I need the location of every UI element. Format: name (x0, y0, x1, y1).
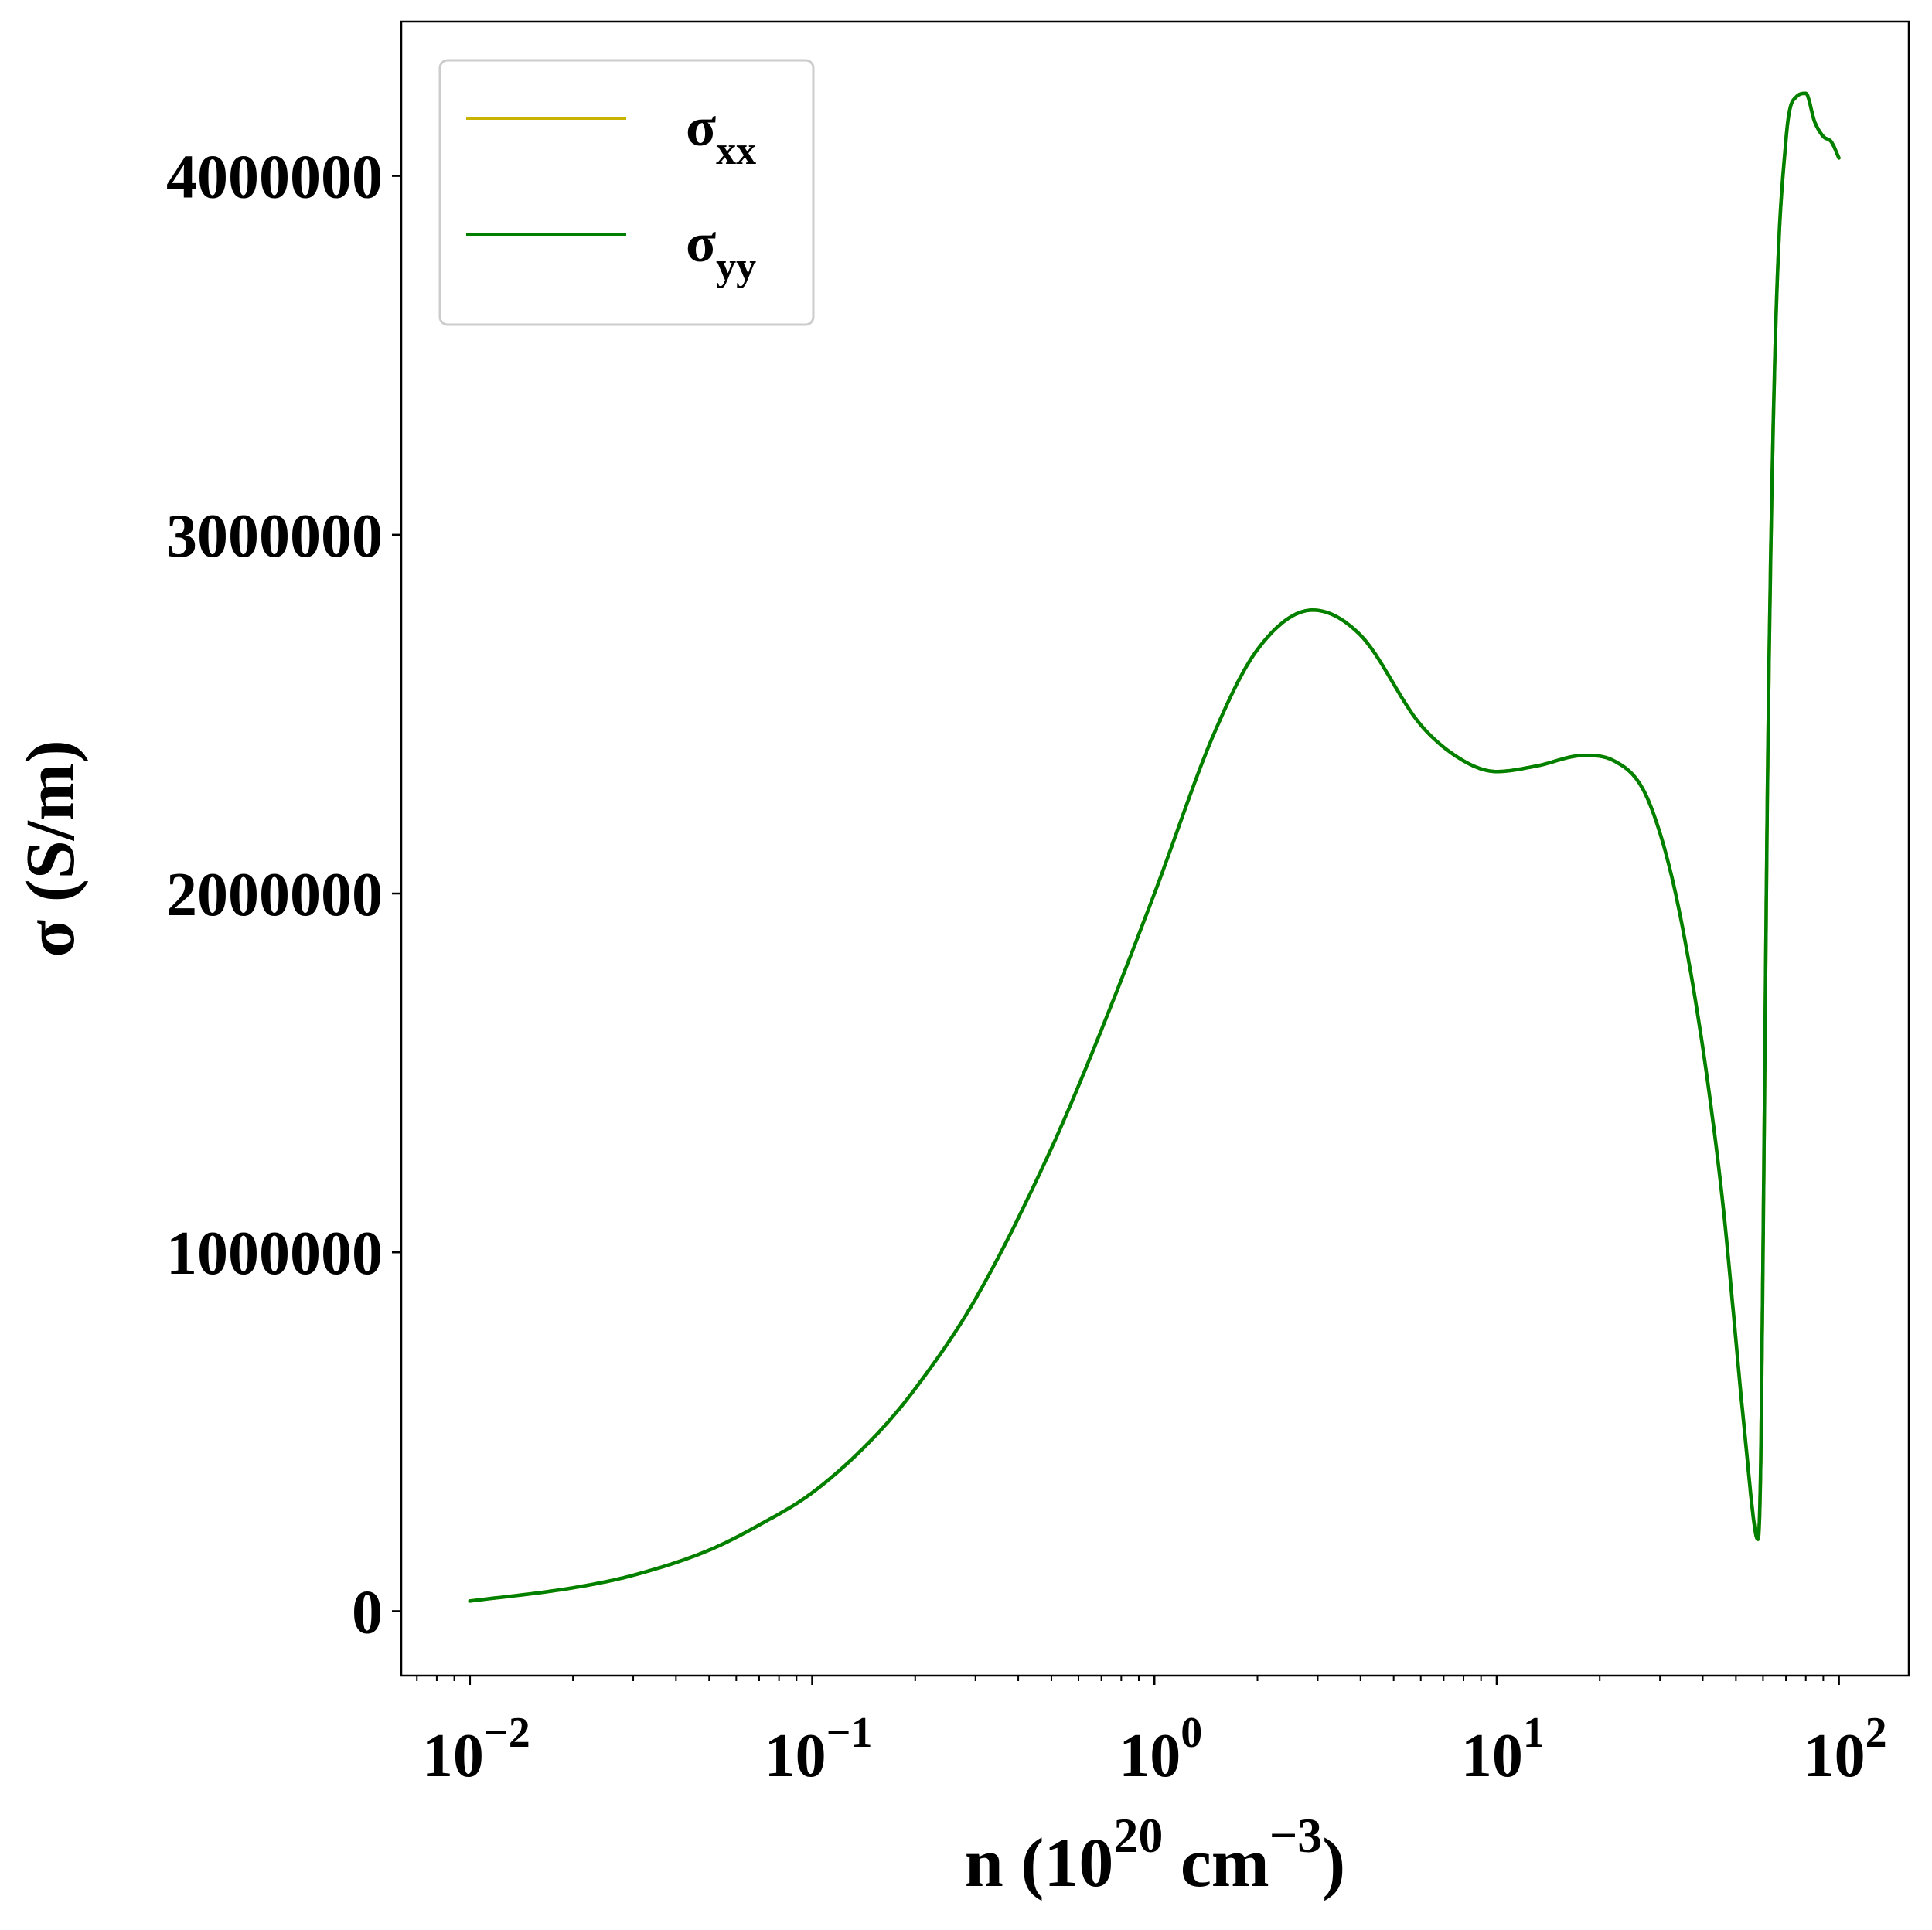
x-tick-label: 10−2 (422, 1709, 530, 1790)
y-tick-label: 2000000 (166, 861, 383, 929)
legend-label-xx: σxx (686, 96, 756, 173)
legend-box (438, 59, 815, 326)
y-tick-label: 4000000 (166, 144, 383, 212)
x-tick-label: 102 (1804, 1709, 1887, 1790)
y-tick-label: 3000000 (166, 502, 383, 570)
y-axis-label: σ (S/m) (12, 740, 89, 957)
x-tick-label: 101 (1461, 1709, 1545, 1790)
legend-label-yy: σyy (686, 212, 756, 289)
series-line-yy (468, 91, 1841, 1603)
x-tick-label: 100 (1119, 1709, 1202, 1790)
x-axis-ticks: 10−2 10−1 100 101 102 (416, 1676, 1887, 1790)
y-tick-label: 0 (352, 1578, 383, 1646)
x-axis-label: n (1020 cm−3) (965, 1808, 1345, 1901)
x-tick-label: 10−1 (765, 1709, 873, 1790)
legend: σxx σyy (438, 59, 815, 326)
series-layer (468, 91, 1841, 1603)
plot-frame (400, 20, 1910, 1677)
y-tick-label: 1000000 (166, 1220, 383, 1288)
y-axis-ticks: 0 1000000 2000000 3000000 4000000 (166, 144, 401, 1646)
